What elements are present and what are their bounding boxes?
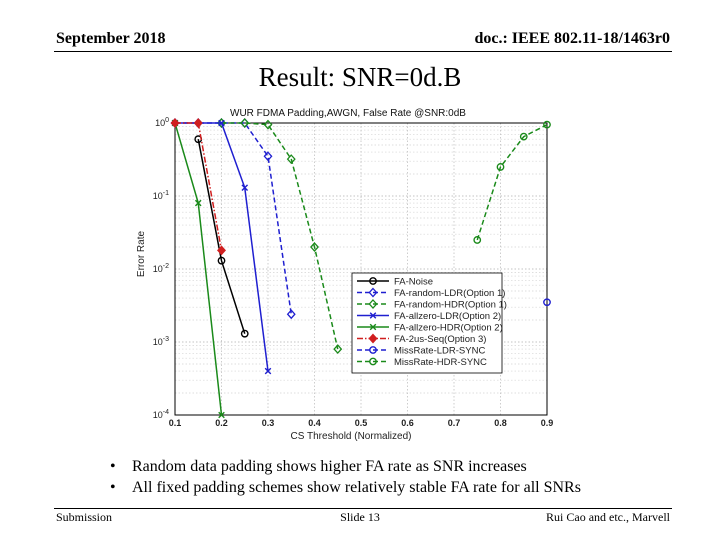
data-point (286, 309, 296, 320)
data-point (473, 236, 482, 244)
data-point (240, 329, 249, 338)
x-tick-label: 0.9 (541, 418, 554, 428)
y-tick-label: 10-1 (153, 190, 169, 201)
data-point (217, 118, 226, 128)
data-point (310, 242, 319, 252)
data-point (218, 411, 225, 419)
bullet-item: All fixed padding schemes show relativel… (110, 477, 581, 498)
data-point (286, 154, 296, 165)
legend-label: FA-allzero-HDR(Option 2) (394, 323, 503, 334)
header-right: doc.: IEEE 802.11-18/1463r0 (474, 30, 670, 47)
data-point (240, 118, 250, 128)
data-point (368, 333, 378, 344)
data-point (193, 118, 203, 128)
data-point (369, 312, 377, 319)
data-point (217, 245, 226, 256)
footer-left: Submission (56, 510, 113, 524)
legend-label: FA-allzero-LDR(Option 2) (394, 311, 501, 322)
data-point (496, 163, 505, 171)
axes-frame (174, 122, 548, 416)
x-tick-label: 0.4 (308, 418, 321, 428)
data-point (218, 119, 225, 127)
footer-slide-number: Slide 13 (340, 510, 380, 524)
x-tick-label: 0.2 (215, 418, 228, 428)
x-tick-label: 0.7 (448, 418, 461, 428)
bullet-item: Random data padding shows higher FA rate… (110, 456, 581, 477)
y-tick-label: 10-2 (153, 263, 169, 274)
y-axis-label: Error Rate (136, 231, 147, 278)
legend-label: MissRate-LDR-SYNC (394, 346, 485, 357)
data-point (368, 287, 378, 298)
legend-label: FA-2us-Seq(Option 3) (394, 334, 486, 345)
data-point (519, 132, 528, 141)
data-point (369, 346, 377, 354)
legend-label: FA-Noise (394, 277, 433, 288)
data-point (369, 323, 377, 331)
data-point (368, 299, 378, 309)
data-point (263, 119, 273, 130)
data-point (333, 344, 343, 355)
header-rule (54, 51, 672, 52)
data-point (170, 118, 180, 128)
x-axis-label: CS Threshold (Normalized) (291, 431, 412, 442)
data-point (369, 277, 377, 285)
data-point (543, 298, 551, 307)
footer-rule (54, 508, 672, 509)
data-point (264, 367, 272, 375)
slide-title: Result: SNR=0d.B (258, 62, 462, 92)
data-point (369, 357, 377, 366)
data-point (217, 256, 226, 265)
legend-label: FA-random-LDR(Option 1) (394, 288, 505, 299)
bullet-list: Random data padding shows higher FA rate… (110, 456, 581, 498)
data-point (194, 199, 202, 207)
error-rate-chart: 0.1 0.2 0.3 0.4 0.5 0.6 0.7 0.8 0.9 100 10-1 10-2 10… (136, 108, 554, 442)
x-tick-label: 0.6 (401, 418, 414, 428)
series-line (197, 139, 246, 334)
data-point (543, 120, 551, 129)
footer-right: Rui Cao and etc., Marvell (546, 510, 670, 524)
legend-box (351, 272, 503, 374)
header-left: September 2018 (56, 30, 166, 47)
chart-title: WUR FDMA Padding,AWGN, False Rate @SNR:0… (230, 108, 466, 119)
y-tick-label: 100 (155, 117, 169, 128)
x-tick-label: 0.5 (355, 418, 368, 428)
legend-label: FA-random-HDR(Option 1) (394, 300, 507, 311)
x-tick-label: 0.1 (169, 418, 182, 428)
x-tick-label: 0.3 (262, 418, 275, 428)
data-point (241, 184, 249, 191)
legend-label: MissRate-HDR-SYNC (394, 357, 487, 368)
x-tick-label: 0.8 (494, 418, 507, 428)
y-tick-label: 10-3 (153, 336, 169, 347)
y-tick-label: 10-4 (153, 409, 169, 420)
data-point (263, 151, 273, 162)
